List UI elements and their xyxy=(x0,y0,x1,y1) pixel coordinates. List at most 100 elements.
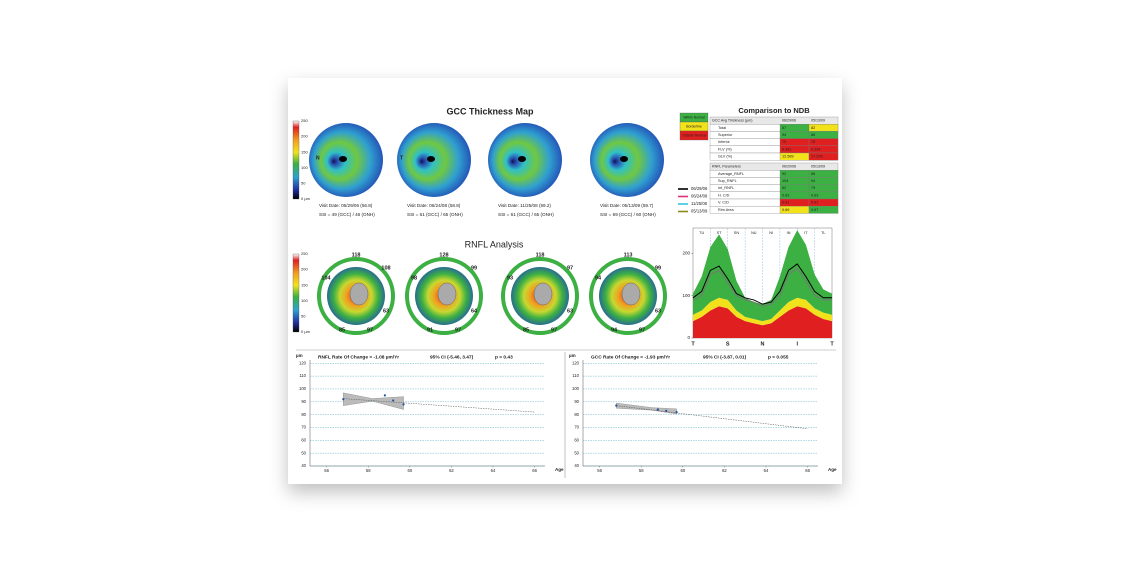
table-cell: 94 xyxy=(811,179,815,183)
scale-label: 200 xyxy=(301,267,308,272)
y-tick-label: 40 xyxy=(574,463,579,468)
table-cell: 82 xyxy=(811,126,815,130)
y-tick-label: 120 xyxy=(299,360,307,365)
ssi: SSI = 69 (GCC) / 60 (ONH) xyxy=(600,212,656,217)
x-tick-label: T xyxy=(691,341,695,347)
x-tick-label: 64 xyxy=(491,468,496,473)
header-cell: GCC Avg Thickness (µm) xyxy=(712,119,752,123)
x-axis-label: Age xyxy=(555,467,564,472)
data-point xyxy=(675,410,678,414)
data-point xyxy=(402,403,405,406)
y-tick-label: 90 xyxy=(301,399,306,404)
sector-value: 128 xyxy=(439,252,448,258)
y-tick-label: 100 xyxy=(572,386,580,391)
sector-label: NU xyxy=(751,231,757,235)
status-label: Borderline xyxy=(686,124,702,128)
y-tick-label: 70 xyxy=(301,425,306,430)
y-tick-label: 60 xyxy=(301,437,306,442)
norm-band xyxy=(693,297,832,326)
rnfl-profile xyxy=(692,267,832,307)
sector-value: 97 xyxy=(367,327,373,333)
sector-value: 99 xyxy=(471,265,477,271)
optic-disc xyxy=(621,282,641,306)
sector-value: 94 xyxy=(611,327,618,333)
rate-title: RNFL Rate Of Change = -1.08 µm/Yr xyxy=(318,354,399,360)
table-cell: Total xyxy=(718,126,726,130)
sector-value: 97 xyxy=(639,327,645,333)
table-cell: 8.381 xyxy=(782,147,792,151)
table-cell: 94 xyxy=(782,133,786,137)
y-tick-label: 80 xyxy=(574,412,579,417)
sector-value: 63 xyxy=(655,308,661,314)
visit-date: Visit Date: 06/24/08 (58.8) xyxy=(407,203,461,208)
table-cell: 17.299 xyxy=(811,155,823,159)
data-point xyxy=(656,408,659,411)
y-tick-label: 120 xyxy=(572,360,580,365)
table-cell: 12.589 xyxy=(782,155,794,159)
table-cell: 87 xyxy=(782,126,786,130)
rnfl-ring xyxy=(317,257,395,335)
sector-label: ST xyxy=(717,231,723,235)
sector-label: TL xyxy=(821,231,825,235)
table-cell: 0.67 xyxy=(811,208,818,212)
sector-value: 118 xyxy=(536,252,545,258)
x-tick-label: T xyxy=(830,341,834,347)
color-scale xyxy=(292,253,300,333)
trend-line xyxy=(343,398,535,413)
y-tick-label: 40 xyxy=(301,463,306,468)
norm-band xyxy=(693,230,832,322)
scale-label: 250 xyxy=(301,251,308,256)
table-title: Comparison to NDB xyxy=(738,106,810,115)
sector-label: NI xyxy=(769,231,773,235)
status-cell xyxy=(808,206,839,214)
rate-title: GCC Rate Of Change = -1.93 µm/Yr xyxy=(591,354,670,360)
p-text: p = 0.055 xyxy=(768,354,789,360)
table-cell: Superior xyxy=(718,133,733,137)
sector-value: 94 xyxy=(595,275,602,281)
table-cell: 0.63 xyxy=(811,193,818,197)
sector-value: 97 xyxy=(567,265,573,271)
rnfl-profile xyxy=(692,263,832,305)
x-tick-label: 64 xyxy=(764,468,769,473)
trend-line xyxy=(616,405,808,430)
header-cell: 06/29/06 xyxy=(782,165,796,169)
table-cell: Rim Area xyxy=(718,208,735,212)
sector-value: 97 xyxy=(551,327,557,333)
table-cell: 0.91 xyxy=(782,201,789,205)
visit-date: Visit Date: 06/29/06 (56.8) xyxy=(319,203,373,208)
rnfl-ring xyxy=(501,257,579,335)
sector-value: 63 xyxy=(383,308,389,314)
x-tick-label: 66 xyxy=(805,468,810,473)
status-swatch xyxy=(679,130,709,141)
x-tick-label: 56 xyxy=(324,468,329,473)
x-tick-label: 66 xyxy=(532,468,537,473)
scale-label: 0 µm xyxy=(301,196,311,201)
legend-label: 05/13/09 xyxy=(691,209,708,214)
x-tick-label: 58 xyxy=(639,468,644,473)
fovea xyxy=(427,156,435,162)
table-cell: GLV (%) xyxy=(718,155,733,159)
y-tick-label: 60 xyxy=(574,437,579,442)
y-tick-label: 90 xyxy=(574,399,579,404)
sector-value: 97 xyxy=(455,327,461,333)
norm-band xyxy=(693,306,832,338)
status-cell xyxy=(808,152,839,161)
x-tick-label: S xyxy=(726,341,730,347)
table-cell: Sup_RNFL xyxy=(718,179,737,183)
scale-label: 100 xyxy=(301,165,308,170)
sector-value: 113 xyxy=(624,252,633,258)
sector-value: 93 xyxy=(507,275,513,281)
header-cell: 06/29/06 xyxy=(782,119,796,123)
table-cell: Average_RNFL xyxy=(718,172,744,176)
fovea xyxy=(620,156,628,162)
side-label: N xyxy=(316,155,320,161)
y-tick-label: 110 xyxy=(572,373,579,378)
p-text: p = 0.43 xyxy=(495,354,513,360)
visit-date: Visit Date: 05/13/09 (59.7) xyxy=(600,203,654,208)
sector-value: 99 xyxy=(655,265,661,271)
x-tick-label: 56 xyxy=(597,468,602,473)
y-tick-label: 50 xyxy=(301,450,306,455)
section-title: RNFL Analysis xyxy=(465,239,524,249)
table-cell: 9.394 xyxy=(811,147,821,151)
